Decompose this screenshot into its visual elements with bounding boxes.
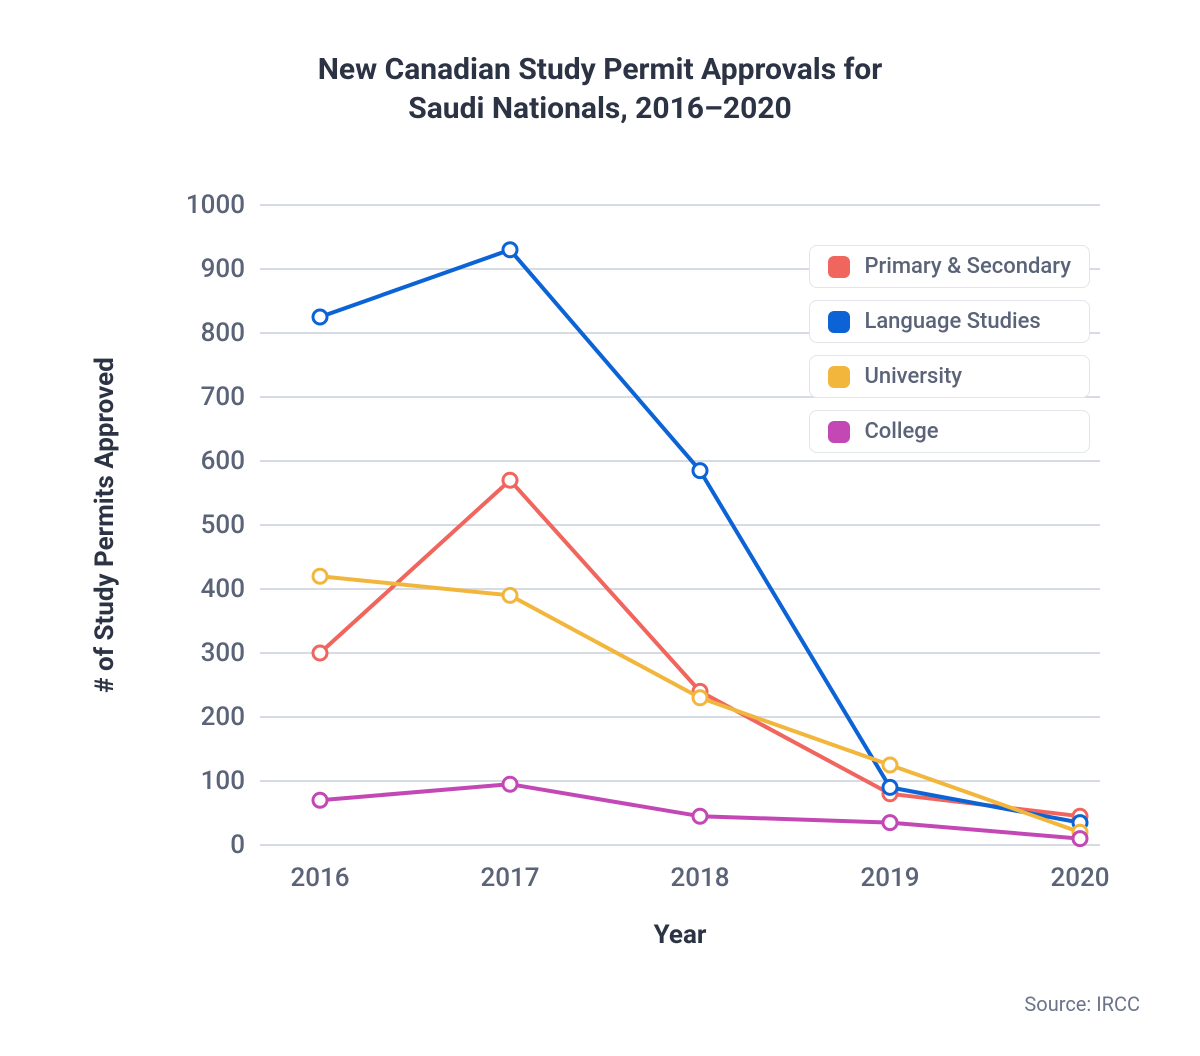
x-tick-label: 2017 [480,863,539,893]
y-tick-label: 500 [201,510,245,540]
x-tick-label: 2018 [670,863,729,893]
y-tick-label: 400 [201,574,245,604]
legend-swatch [828,366,850,388]
y-tick-label: 300 [201,638,245,668]
chart-container: New Canadian Study Permit Approvals for … [0,0,1200,1056]
data-point-marker [503,473,517,487]
legend: Primary & Secondary Language Studies Uni… [809,245,1090,453]
title-line-1: New Canadian Study Permit Approvals for [318,52,882,87]
y-tick-label: 800 [201,318,245,348]
data-point-marker [313,569,327,583]
legend-label: Primary & Secondary [864,254,1071,279]
y-tick-label: 100 [201,766,245,796]
data-point-marker [313,310,327,324]
y-tick-label: 600 [201,446,245,476]
y-tick-label: 700 [201,382,245,412]
x-tick-label: 2020 [1050,863,1109,893]
legend-label: University [864,364,962,389]
y-tick-label: 1000 [186,190,245,220]
data-point-marker [313,646,327,660]
data-point-marker [693,464,707,478]
data-point-marker [883,780,897,794]
data-point-marker [503,777,517,791]
legend-label: College [864,419,938,444]
chart-title: New Canadian Study Permit Approvals for … [0,50,1200,128]
source-attribution: Source: IRCC [1024,992,1140,1016]
data-point-marker [693,691,707,705]
series-line [320,480,1080,816]
y-tick-label: 200 [201,702,245,732]
data-point-marker [883,758,897,772]
data-point-marker [693,809,707,823]
legend-swatch [828,421,850,443]
legend-item-college: College [809,410,1090,453]
legend-swatch [828,311,850,333]
x-tick-label: 2016 [290,863,349,893]
data-point-marker [313,793,327,807]
y-tick-label: 900 [201,254,245,284]
data-point-marker [503,243,517,257]
x-tick-label: 2019 [860,863,919,893]
data-point-marker [1073,832,1087,846]
title-line-2: Saudi Nationals, 2016–2020 [408,91,792,126]
plot-area: Primary & Secondary Language Studies Uni… [260,205,1100,845]
data-point-marker [883,816,897,830]
legend-label: Language Studies [864,309,1040,334]
legend-item-university: University [809,355,1090,398]
legend-item-language-studies: Language Studies [809,300,1090,343]
data-point-marker [503,588,517,602]
legend-swatch [828,256,850,278]
y-tick-label: 0 [230,830,245,860]
x-axis-title: Year [654,920,707,950]
legend-item-primary-secondary: Primary & Secondary [809,245,1090,288]
y-axis-title: # of Study Permits Approved [90,357,120,693]
